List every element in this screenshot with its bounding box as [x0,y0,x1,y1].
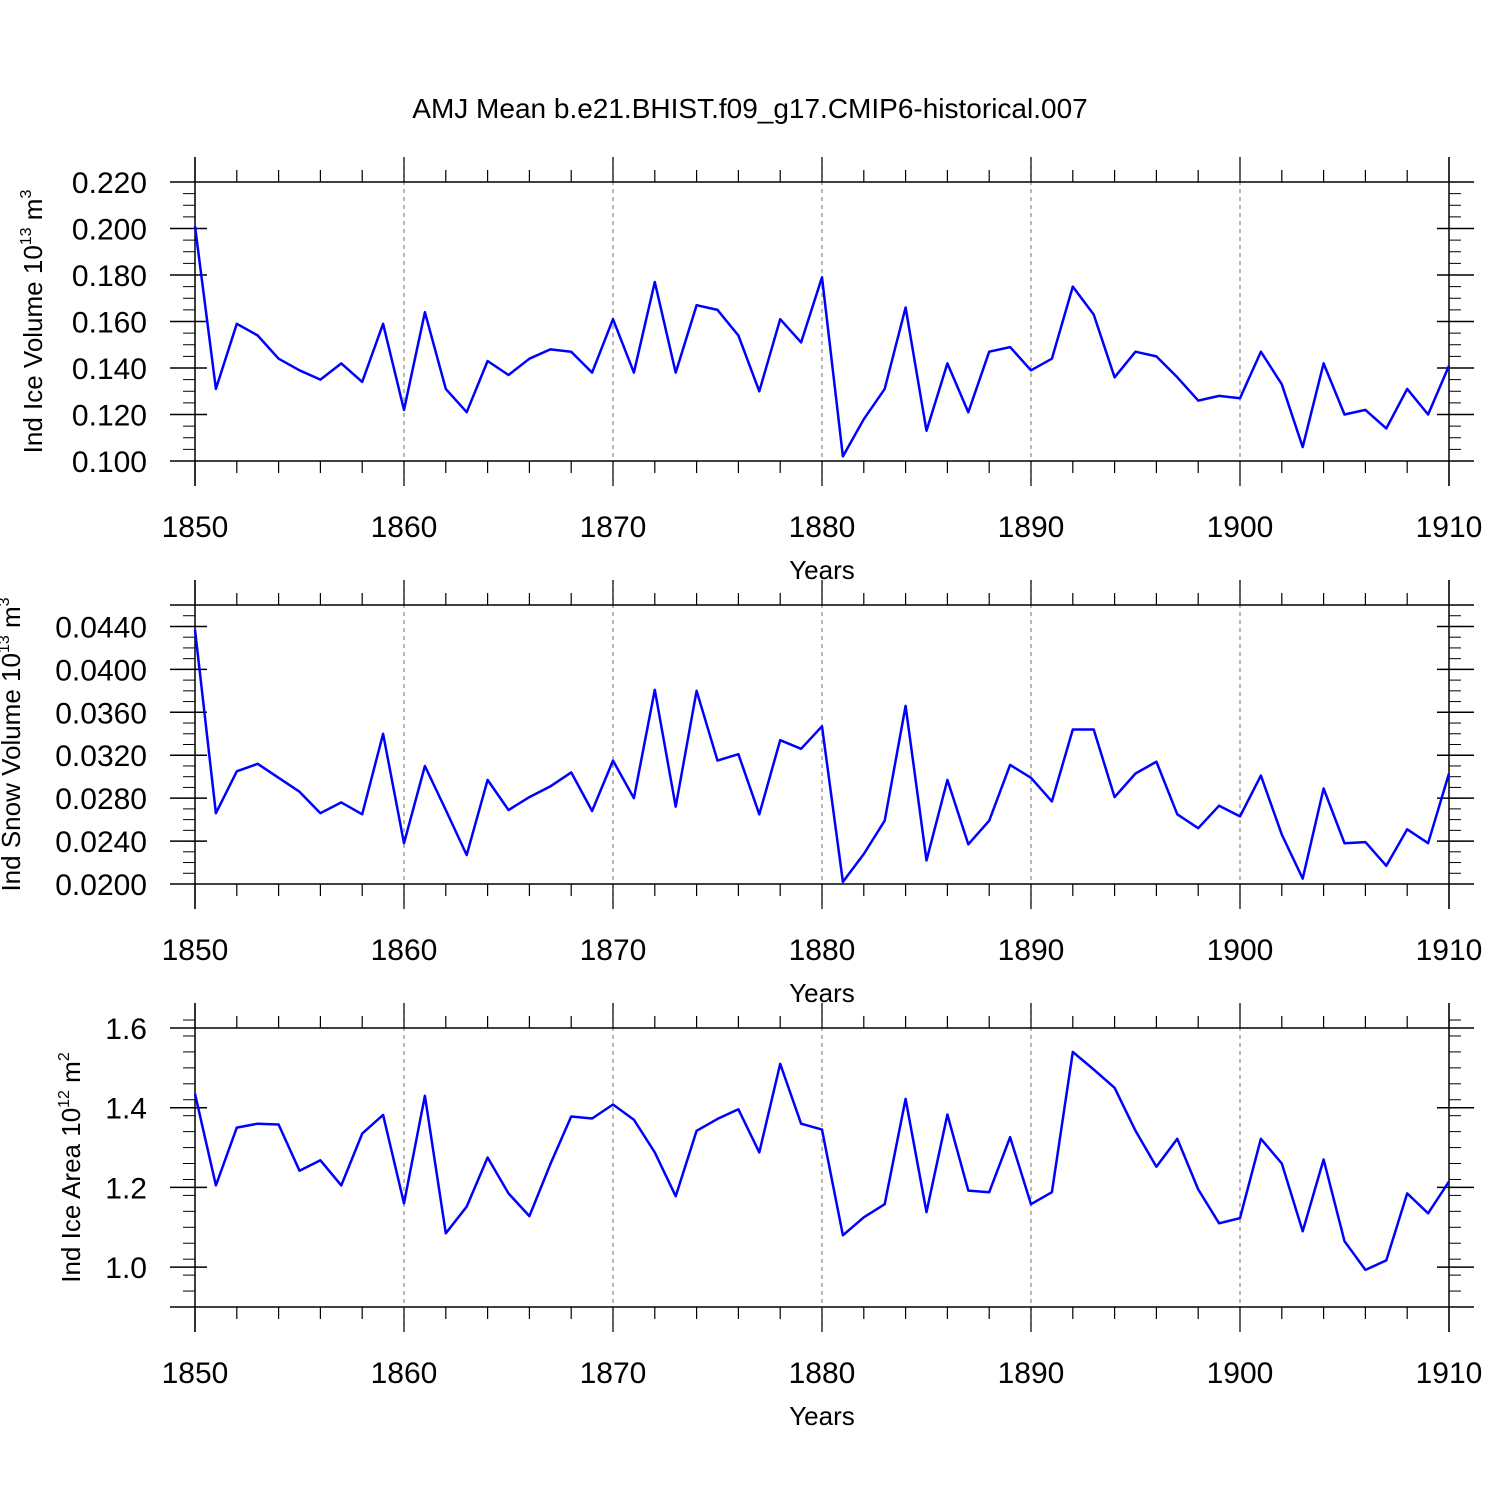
y-tick-label: 0.0360 [55,697,147,730]
series-line-ind-ice-volume [193,226,1451,458]
y-tick-label: 0.0200 [55,869,147,902]
x-tick-label: 1910 [1416,1357,1483,1390]
y-tick-label: 0.0320 [55,740,147,773]
y-tick-label: 0.180 [72,260,147,293]
y-tick-label: 0.200 [72,214,147,247]
x-tick-label: 1870 [580,1357,647,1390]
y-axis-label: Ind Ice Area 1012 m2 [56,1052,86,1283]
x-tick-label: 1850 [162,511,229,544]
x-tick-label: 1870 [580,934,647,967]
y-tick-label: 0.0440 [55,611,147,644]
x-tick-label: 1850 [162,1357,229,1390]
y-tick-label: 0.0280 [55,783,147,816]
x-tick-label: 1880 [789,1357,856,1390]
y-tick-label: 1.4 [105,1093,147,1126]
chart-panel-3: 1.0 1.2 1.4 1.6 1850 1860 1870 1880 1890 1900 1910… [56,1003,1482,1431]
y-tick-label: 0.0240 [55,826,147,859]
x-tick-label: 1860 [371,934,438,967]
x-tick-label: 1910 [1416,511,1483,544]
y-tick-label: 0.120 [72,400,147,433]
y-tick-label: 0.220 [72,167,147,200]
x-tick-label: 1900 [1207,511,1274,544]
x-tick-label: 1880 [789,934,856,967]
x-tick-label: 1860 [371,1357,438,1390]
x-tick-label: 1900 [1207,1357,1274,1390]
y-axis-label: Ind Ice Volume 1013 m3 [18,190,48,454]
chart-panel-1: 0.100 0.120 0.140 0.160 0.180 0.200 0.220 1850 1… [18,157,1482,585]
x-tick-label: 1850 [162,934,229,967]
x-tick-label: 1870 [580,511,647,544]
y-tick-label: 1.6 [105,1013,147,1046]
y-tick-label: 1.2 [105,1172,147,1205]
y-tick-label: 0.140 [72,353,147,386]
x-tick-label: 1910 [1416,934,1483,967]
y-tick-label: 0.160 [72,307,147,340]
y-tick-label: 0.100 [72,446,147,479]
x-tick-label: 1860 [371,511,438,544]
x-tick-label: 1900 [1207,934,1274,967]
series-line-ind-snow-volume [193,629,1451,884]
x-tick-label: 1890 [998,934,1065,967]
x-tick-label: 1880 [789,511,856,544]
chart-panel-2: 0.0200 0.0240 0.0280 0.0320 0.0360 0.0400 0.04… [0,580,1482,1008]
y-axis-label: Ind Snow Volume 1013 m3 [0,597,26,891]
x-axis-label: Years [789,1401,855,1431]
figure-title: AMJ Mean b.e21.BHIST.f09_g17.CMIP6-histo… [412,93,1087,124]
x-tick-label: 1890 [998,511,1065,544]
y-tick-label: 0.0400 [55,654,147,687]
y-tick-label: 1.0 [105,1252,147,1285]
series-line-ind-ice-area [193,1050,1451,1272]
x-tick-label: 1890 [998,1357,1065,1390]
